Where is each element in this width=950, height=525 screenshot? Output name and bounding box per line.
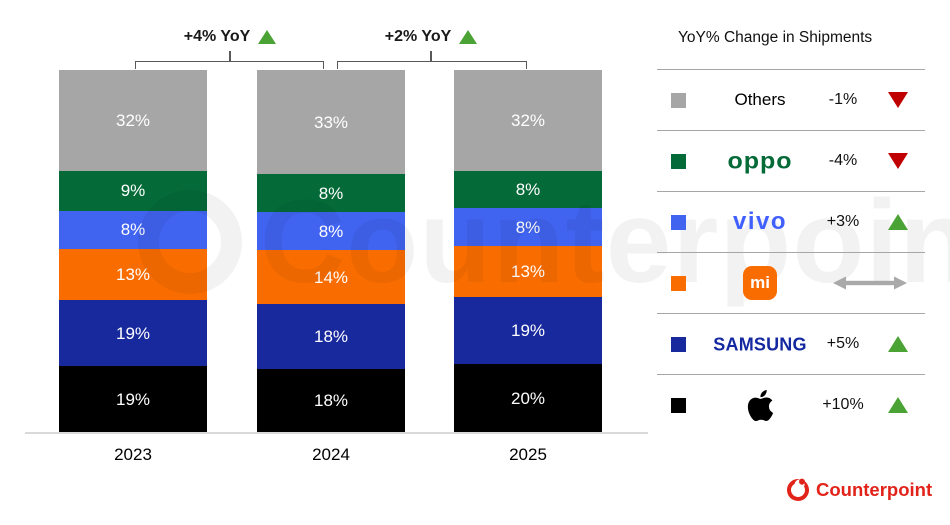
segment-others-2023: 32% — [59, 70, 207, 171]
segment-vivo-2024: 8% — [257, 212, 405, 251]
bracket-stem — [229, 51, 231, 62]
up-triangle-icon — [888, 214, 908, 230]
segment-value-label: 19% — [115, 390, 151, 410]
segment-vivo-2025: 8% — [454, 208, 602, 247]
stacked-bar-2025: 32% 8% 8% 13% 19% 20% — [454, 70, 602, 433]
yoy-annotation-2024-2025: +2% YoY — [351, 28, 511, 46]
x-axis-label-2024: 2024 — [312, 445, 350, 464]
counterpoint-logo-text: Counterpoint — [816, 479, 933, 500]
segment-xiaomi-2023: 13% — [59, 248, 207, 300]
segment-others-2025: 32% — [454, 70, 602, 171]
segment-oppo-2024: 8% — [257, 174, 405, 213]
segment-xiaomi-2024: 14% — [257, 250, 405, 305]
others-label: Others — [734, 90, 786, 109]
segment-value-label: 20% — [510, 388, 546, 408]
segment-value-label: 18% — [313, 326, 349, 346]
xiaomi-mi-logo: mi — [743, 266, 777, 300]
legend-row-vivo: vivo +3% — [657, 191, 925, 252]
yoy-change-vivo: +3% — [826, 213, 860, 230]
yoy-annotation-label: +2% YoY — [384, 28, 452, 45]
legend-row-others: Others -1% — [657, 69, 925, 130]
legend-swatch-xiaomi — [671, 275, 686, 291]
segment-value-label: 32% — [115, 110, 151, 130]
legend-swatch-apple — [671, 397, 686, 413]
stacked-bar-2023: 32% 9% 8% 13% 19% 19% — [59, 70, 207, 433]
segment-value-label: 9% — [120, 181, 146, 201]
segment-others-2024: 33% — [257, 70, 405, 174]
legend-swatch-others — [671, 92, 686, 108]
segment-oppo-2023: 9% — [59, 170, 207, 211]
counterpoint-logo-icon — [784, 476, 812, 504]
down-triangle-icon — [888, 92, 908, 108]
segment-samsung-2025: 19% — [454, 297, 602, 364]
segment-apple-2024: 18% — [257, 368, 405, 433]
x-axis-label-2023: 2023 — [114, 445, 152, 464]
stacked-bar-2024: 33% 8% 8% 14% 18% 18% — [257, 70, 405, 433]
segment-value-label: 18% — [313, 391, 349, 411]
up-triangle-icon — [888, 336, 908, 352]
legend-row-xiaomi: mi — [657, 252, 925, 313]
segment-xiaomi-2025: 13% — [454, 246, 602, 298]
segment-samsung-2023: 19% — [59, 299, 207, 367]
bracket-line — [135, 61, 324, 69]
segment-value-label: 14% — [313, 267, 349, 287]
segment-apple-2025: 20% — [454, 363, 602, 433]
yoy-annotation-2023-2024: +4% YoY — [150, 28, 310, 46]
segment-vivo-2023: 8% — [59, 211, 207, 249]
segment-value-label: 32% — [510, 110, 546, 130]
legend-swatch-samsung — [671, 336, 686, 352]
samsung-logo: SAMSUNG — [713, 332, 807, 354]
segment-value-label: 8% — [318, 221, 344, 241]
yoy-change-samsung: +5% — [826, 335, 860, 352]
segment-value-label: 19% — [115, 323, 151, 343]
segment-value-label: 33% — [313, 112, 349, 132]
up-triangle-icon — [459, 30, 478, 44]
bracket-stem — [430, 51, 432, 62]
apple-logo — [745, 389, 776, 421]
bracket-line — [337, 61, 527, 69]
counterpoint-logo: Counterpoint — [784, 476, 933, 504]
segment-value-label: 8% — [515, 179, 541, 199]
segment-oppo-2025: 8% — [454, 170, 602, 209]
yoy-change-others: -1% — [828, 91, 858, 108]
segment-value-label: 8% — [120, 220, 146, 240]
segment-value-label: 13% — [510, 262, 546, 282]
x-axis-label-2025: 2025 — [509, 445, 547, 464]
yoy-change-apple: +10% — [822, 396, 864, 413]
legend-panel: YoY% Change in Shipments Others -1% oppo… — [657, 18, 925, 435]
legend-swatch-vivo — [671, 214, 686, 230]
up-triangle-icon — [258, 30, 277, 44]
down-triangle-icon — [888, 153, 908, 169]
segment-value-label: 19% — [510, 321, 546, 340]
legend-title: YoY% Change in Shipments — [678, 29, 873, 46]
x-axis-line — [25, 432, 648, 434]
flat-double-arrow-icon — [833, 275, 907, 291]
legend-row-oppo: oppo -4% — [657, 130, 925, 191]
legend-row-samsung: SAMSUNG +5% — [657, 313, 925, 374]
legend-row-apple: +10% — [657, 374, 925, 435]
segment-apple-2023: 19% — [59, 366, 207, 433]
up-triangle-icon — [888, 397, 908, 413]
segment-value-label: 13% — [115, 264, 151, 284]
yoy-annotation-label: +4% YoY — [183, 28, 251, 45]
yoy-change-oppo: -4% — [828, 152, 858, 169]
segment-value-label: 8% — [515, 217, 541, 237]
segment-value-label: 8% — [318, 183, 344, 203]
segment-samsung-2024: 18% — [257, 304, 405, 369]
oppo-logo: oppo — [727, 147, 793, 174]
vivo-logo: vivo — [732, 208, 788, 235]
legend-swatch-oppo — [671, 153, 686, 169]
